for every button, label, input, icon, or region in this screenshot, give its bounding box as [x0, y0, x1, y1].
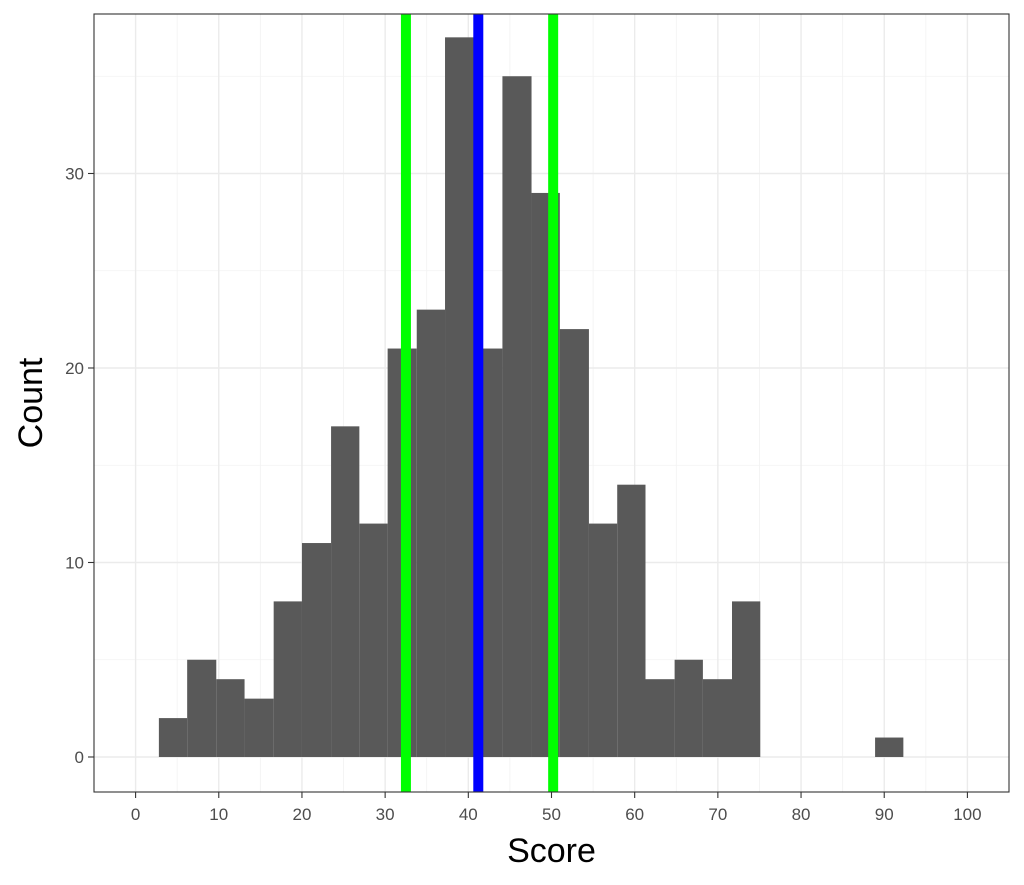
x-tick-label: 20 [292, 805, 311, 824]
histogram-bar [559, 329, 589, 757]
histogram-bar [187, 659, 217, 757]
histogram-bar [645, 679, 675, 757]
histogram-bar [216, 679, 245, 757]
x-tick-label: 80 [792, 805, 811, 824]
histogram-bar [674, 659, 703, 757]
histogram-bar [359, 523, 388, 757]
y-tick-label: 0 [75, 748, 84, 767]
reference-lines [400, 14, 559, 792]
histogram-bars [158, 37, 904, 757]
histogram-bar [502, 76, 532, 757]
x-tick-label: 40 [459, 805, 478, 824]
x-tick-label: 50 [542, 805, 561, 824]
x-axis-ticks: 0 10 20 30 40 50 60 70 80 90 100 [131, 792, 982, 824]
x-tick-label: 60 [625, 805, 644, 824]
histogram-bar [617, 484, 646, 757]
x-axis-title: Score [507, 832, 596, 870]
x-tick-label: 30 [376, 805, 395, 824]
histogram-bar [273, 601, 302, 757]
y-tick-label: 30 [65, 164, 84, 183]
x-tick-label: 10 [209, 805, 228, 824]
y-tick-label: 10 [65, 553, 84, 572]
y-axis-title: Count [12, 357, 50, 448]
x-tick-label: 90 [875, 805, 894, 824]
histogram-bar [588, 523, 618, 757]
histogram-bar [301, 543, 332, 757]
y-tick-label: 20 [65, 359, 84, 378]
x-tick-label: 100 [953, 805, 981, 824]
y-axis-ticks: 0 10 20 30 [65, 164, 94, 767]
x-tick-label: 0 [131, 805, 140, 824]
histogram-bar [445, 37, 475, 757]
histogram-bar [158, 718, 188, 757]
histogram-bar [416, 309, 446, 757]
histogram-bar [702, 679, 733, 757]
histogram-bar [875, 737, 904, 757]
histogram-bar [732, 601, 761, 757]
histogram-bar [244, 698, 274, 757]
histogram-bar [331, 426, 360, 757]
x-tick-label: 70 [708, 805, 727, 824]
